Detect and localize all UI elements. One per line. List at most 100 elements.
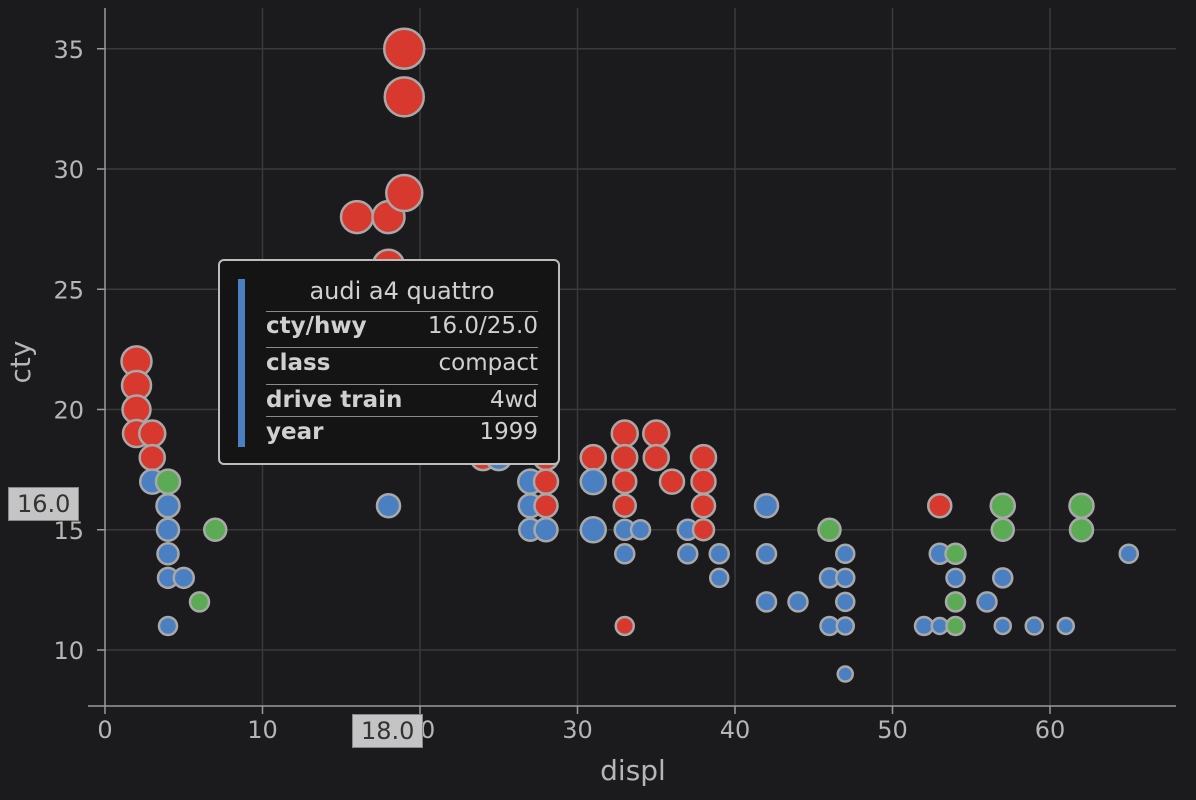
axes: 0102030405060101520253035 bbox=[53, 8, 1176, 744]
tooltip-color-bar bbox=[238, 279, 245, 447]
x-axis-title: displ bbox=[600, 754, 666, 787]
data-point[interactable] bbox=[339, 199, 375, 235]
tooltip-value: 1999 bbox=[479, 419, 538, 445]
data-point[interactable] bbox=[614, 615, 635, 637]
tooltip-divider bbox=[266, 384, 538, 385]
data-point[interactable] bbox=[383, 76, 425, 118]
data-point[interactable] bbox=[579, 516, 607, 544]
data-point[interactable] bbox=[612, 468, 638, 495]
data-point[interactable] bbox=[927, 492, 953, 519]
crosshair-x-label: 18.0 bbox=[352, 714, 424, 748]
data-point[interactable] bbox=[993, 616, 1012, 636]
data-point[interactable] bbox=[610, 419, 639, 448]
data-point[interactable] bbox=[579, 443, 607, 472]
data-point[interactable] bbox=[157, 615, 179, 637]
x-tick-label: 60 bbox=[1035, 716, 1066, 744]
data-point[interactable] bbox=[155, 517, 181, 542]
tooltip-row-year: year 1999 bbox=[266, 419, 538, 449]
data-point[interactable] bbox=[817, 517, 842, 542]
tooltip-row-drive-train: drive train 4wd bbox=[266, 387, 538, 417]
tooltip-key: cty/hwy bbox=[266, 313, 367, 339]
x-tick-label: 30 bbox=[562, 716, 593, 744]
y-tick-label: 25 bbox=[53, 276, 84, 304]
y-tick-label: 30 bbox=[53, 156, 84, 184]
data-point[interactable] bbox=[385, 173, 424, 213]
data-point[interactable] bbox=[944, 542, 967, 566]
y-axis-title: cty bbox=[4, 341, 37, 384]
data-point[interactable] bbox=[945, 615, 966, 637]
data-point[interactable] bbox=[1056, 616, 1075, 636]
data-point[interactable] bbox=[532, 468, 560, 495]
data-point[interactable] bbox=[629, 519, 652, 541]
data-point[interactable] bbox=[755, 591, 778, 613]
data-point[interactable] bbox=[1024, 616, 1044, 636]
grid-lines bbox=[105, 8, 1176, 706]
data-point[interactable] bbox=[690, 468, 717, 495]
tooltip-divider bbox=[266, 416, 538, 417]
point-tooltip: audi a4 quattro cty/hwy 16.0/25.0 class … bbox=[218, 259, 560, 465]
data-point[interactable] bbox=[835, 616, 855, 636]
data-point[interactable] bbox=[579, 467, 607, 496]
data-point[interactable] bbox=[533, 492, 559, 519]
x-tick-label: 50 bbox=[877, 716, 908, 744]
tooltip-value: 16.0/25.0 bbox=[427, 313, 538, 339]
data-point[interactable] bbox=[138, 419, 167, 448]
data-point[interactable] bbox=[1068, 492, 1095, 519]
data-point[interactable] bbox=[835, 567, 856, 589]
data-point[interactable] bbox=[203, 517, 228, 542]
y-tick-label: 20 bbox=[53, 397, 84, 425]
data-point[interactable] bbox=[945, 567, 966, 589]
data-point[interactable] bbox=[138, 443, 166, 472]
y-tick-label: 10 bbox=[53, 637, 84, 665]
tooltip-value: compact bbox=[438, 350, 538, 376]
data-point[interactable] bbox=[614, 543, 636, 565]
data-point[interactable] bbox=[755, 543, 778, 565]
data-point[interactable] bbox=[383, 27, 426, 70]
data-point[interactable] bbox=[612, 493, 637, 518]
data-point[interactable] bbox=[992, 567, 1014, 589]
data-point[interactable] bbox=[188, 591, 211, 613]
data-point[interactable] bbox=[156, 542, 180, 566]
tooltip-divider bbox=[266, 311, 538, 312]
data-point[interactable] bbox=[611, 443, 639, 472]
tooltip-key: drive train bbox=[266, 387, 403, 413]
tooltip-value: 4wd bbox=[489, 387, 538, 413]
data-point[interactable] bbox=[155, 492, 181, 519]
data-point[interactable] bbox=[990, 517, 1015, 542]
data-point[interactable] bbox=[658, 468, 686, 495]
tooltip-key: year bbox=[266, 419, 324, 445]
data-point[interactable] bbox=[708, 543, 730, 565]
tooltip-row-cty-hwy: cty/hwy 16.0/25.0 bbox=[266, 313, 538, 343]
x-tick-label: 0 bbox=[97, 716, 112, 744]
data-point[interactable] bbox=[989, 492, 1016, 519]
data-point[interactable] bbox=[689, 443, 718, 472]
data-point[interactable] bbox=[944, 591, 967, 613]
data-point[interactable] bbox=[533, 517, 559, 543]
tooltip-key: class bbox=[266, 350, 331, 376]
data-point[interactable] bbox=[677, 543, 699, 565]
data-point[interactable] bbox=[172, 566, 195, 590]
data-point[interactable] bbox=[690, 492, 717, 519]
data-point[interactable] bbox=[787, 591, 809, 613]
data-point[interactable] bbox=[642, 443, 670, 472]
data-point[interactable] bbox=[154, 468, 182, 495]
y-tick-label: 35 bbox=[53, 36, 84, 64]
data-point[interactable] bbox=[691, 518, 716, 542]
data-point[interactable] bbox=[835, 543, 856, 565]
data-point[interactable] bbox=[1118, 543, 1139, 565]
data-point[interactable] bbox=[642, 419, 671, 448]
data-point[interactable] bbox=[709, 567, 730, 589]
tooltip-title: audi a4 quattro bbox=[309, 277, 495, 305]
data-point[interactable] bbox=[375, 492, 402, 519]
tooltip-row-class: class compact bbox=[266, 350, 538, 380]
data-point[interactable] bbox=[976, 591, 998, 613]
data-point[interactable] bbox=[913, 615, 935, 637]
crosshair-y-label: 16.0 bbox=[8, 487, 80, 521]
data-point[interactable] bbox=[835, 591, 856, 613]
x-tick-label: 40 bbox=[720, 716, 751, 744]
data-point[interactable] bbox=[753, 492, 780, 519]
y-tick-label: 15 bbox=[53, 517, 84, 545]
data-point[interactable] bbox=[1068, 517, 1095, 543]
data-point[interactable] bbox=[836, 665, 854, 683]
